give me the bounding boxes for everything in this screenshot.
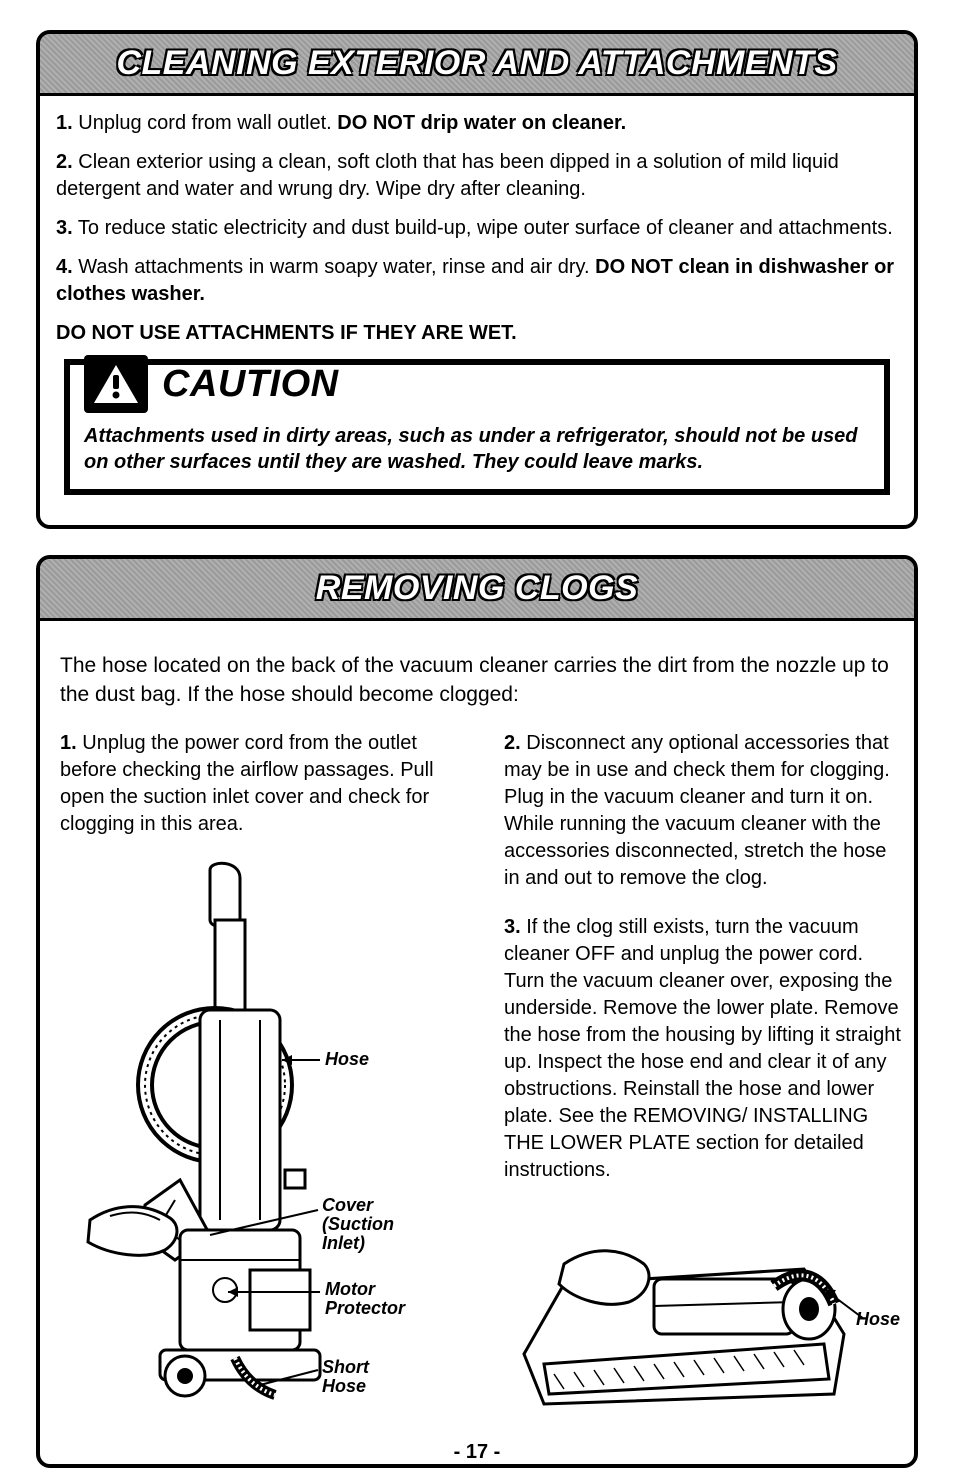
cleaning-item-3: 3. To reduce static electricity and dust…: [56, 215, 898, 242]
caution-box: CAUTION Attachments used in dirty areas,…: [64, 359, 890, 495]
step-3: 3. If the clog still exists, turn the va…: [504, 914, 904, 1184]
section-cleaning: CLEANING EXTERIOR AND ATTACHMENTS 1. Unp…: [36, 30, 918, 529]
title-bar-clogs: REMOVING CLOGS: [40, 559, 914, 621]
label-motor: Motor Protector: [325, 1280, 405, 1318]
figure-vacuum-rear: Hose Cover (Suction Inlet) Motor Protect…: [60, 860, 440, 1420]
right-column: 2. Disconnect any optional accessories t…: [504, 730, 904, 1444]
caution-head: CAUTION: [84, 355, 870, 413]
label-short-hose: Short Hose: [322, 1358, 369, 1396]
title-bar-cleaning: CLEANING EXTERIOR AND ATTACHMENTS: [40, 34, 914, 96]
warning-icon: [84, 355, 148, 413]
title-clogs: REMOVING CLOGS: [52, 569, 902, 608]
cleaning-footer: DO NOT USE ATTACHMENTS IF THEY ARE WET.: [56, 320, 898, 347]
label-hose: Hose: [325, 1050, 369, 1069]
step-2: 2. Disconnect any optional accessories t…: [504, 730, 904, 892]
label-cover: Cover (Suction Inlet): [322, 1196, 440, 1253]
clogs-content: The hose located on the back of the vacu…: [40, 621, 914, 1464]
label-hose-right: Hose: [856, 1310, 900, 1329]
cleaning-item-4: 4. Wash attachments in warm soapy water,…: [56, 254, 898, 308]
cleaning-item-2: 2. Clean exterior using a clean, soft cl…: [56, 149, 898, 203]
page-number: - 17 -: [0, 1441, 954, 1464]
title-cleaning: CLEANING EXTERIOR AND ATTACHMENTS: [52, 44, 902, 83]
caution-text: Attachments used in dirty areas, such as…: [84, 423, 870, 475]
section-clogs: REMOVING CLOGS The hose located on the b…: [36, 555, 918, 1468]
two-column: 1. Unplug the power cord from the outlet…: [56, 730, 898, 1444]
cleaning-item-1: 1. Unplug cord from wall outlet. DO NOT …: [56, 110, 898, 137]
left-column: 1. Unplug the power cord from the outlet…: [60, 730, 440, 1444]
cleaning-content: 1. Unplug cord from wall outlet. DO NOT …: [40, 96, 914, 525]
figure-vacuum-underside: Hose: [504, 1224, 904, 1444]
clogs-intro: The hose located on the back of the vacu…: [60, 651, 894, 710]
step-1: 1. Unplug the power cord from the outlet…: [60, 730, 440, 838]
caution-heading: CAUTION: [162, 363, 339, 406]
